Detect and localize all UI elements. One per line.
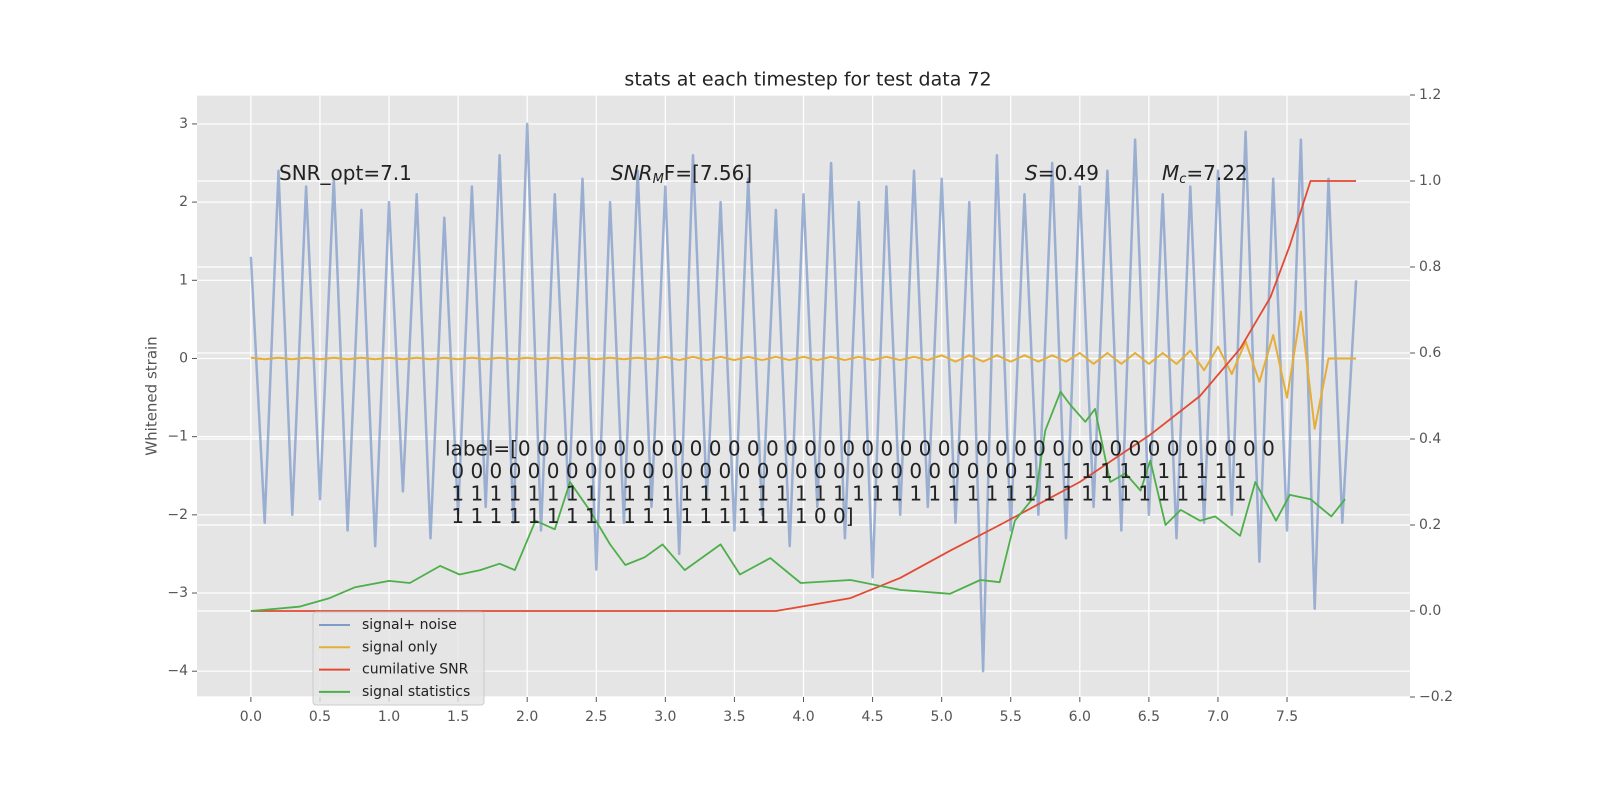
series-line	[250, 180, 1357, 612]
chart-title: stats at each timestep for test data 72	[624, 69, 991, 91]
x-tick-label: 5.0	[931, 709, 953, 725]
annotation: Mc=7.22	[1162, 161, 1248, 187]
y2-tick-label: 0.8	[1419, 259, 1441, 275]
x-tick-label: 1.5	[447, 709, 469, 725]
annotation-part: M	[653, 172, 664, 187]
annotation: SNR_opt=7.1	[279, 161, 412, 185]
x-tick-label: 3.0	[654, 709, 676, 725]
x-tick-label: 6.5	[1138, 709, 1160, 725]
label-annotation: label=[0 0 0 0 0 0 0 0 0 0 0 0 0 0 0 0 0…	[445, 437, 1275, 461]
y2-tick-label: 0.2	[1419, 517, 1441, 533]
x-tick-label: 5.5	[1000, 709, 1022, 725]
annotation-part: M	[1162, 161, 1179, 185]
x-tick-label: 2.5	[585, 709, 607, 725]
x-tick-label: 4.5	[861, 709, 883, 725]
y2-tick-label: 0.6	[1419, 345, 1441, 361]
x-tick-label: 2.0	[516, 709, 538, 725]
series-line	[250, 390, 1346, 612]
annotation-part: SNR	[611, 161, 653, 185]
annotation: SNRMF=[7.56]	[611, 161, 752, 187]
annotation-part: =0.49	[1038, 161, 1099, 185]
y-tick-label: 1	[179, 272, 188, 288]
y2-tick-label: 1.0	[1419, 173, 1441, 189]
x-tick-label: 3.5	[723, 709, 745, 725]
x-tick-label: 0.5	[309, 709, 331, 725]
legend: signal+ noise signal only cumilative SNR si…	[312, 611, 485, 706]
legend-frame	[312, 611, 485, 706]
legend-label: signal+ noise	[362, 617, 457, 633]
legend-label: signal only	[362, 639, 437, 655]
x-tick-label: 1.0	[378, 709, 400, 725]
legend-label: signal statistics	[362, 684, 470, 700]
x-tick-label: 7.5	[1276, 709, 1298, 725]
y2-tick-label: 0.0	[1419, 603, 1441, 619]
y-tick-label: 2	[179, 194, 188, 210]
x-tick-label: 4.0	[792, 709, 814, 725]
label-annotation: 0 0 0 0 0 0 0 0 0 0 0 0 0 0 0 0 0 0 0 0 …	[445, 459, 1246, 483]
annotation-part: =7.22	[1186, 161, 1247, 185]
x-tick-label: 0.0	[240, 709, 262, 725]
annotation: S=0.49	[1025, 161, 1099, 185]
annotation-part: SNR_opt=7.1	[279, 161, 412, 185]
y-tick-label: −4	[167, 663, 188, 679]
label-annotation: 1 1 1 1 1 1 1 1 1 1 1 1 1 1 1 1 1 1 1 1 …	[445, 482, 1246, 506]
y2-tick-label: 0.4	[1419, 431, 1441, 447]
annotation-part: F=[7.56]	[664, 161, 752, 185]
annotation-part: S	[1025, 161, 1038, 185]
y2-tick-label: −0.2	[1419, 689, 1453, 705]
y2-tick-label: 1.2	[1419, 87, 1441, 103]
series-line	[250, 310, 1357, 430]
y-tick-label: 3	[179, 116, 188, 132]
label-annotation: 1 1 1 1 1 1 1 1 1 1 1 1 1 1 1 1 1 1 1 0 …	[445, 504, 854, 528]
series-line	[249, 122, 1358, 673]
y-tick-label: −2	[167, 507, 188, 523]
legend-label: cumilative SNR	[362, 662, 469, 678]
y-tick-label: 0	[179, 350, 188, 366]
annotation-part: c	[1179, 172, 1186, 187]
x-tick-label: 7.0	[1207, 709, 1229, 725]
x-tick-label: 6.0	[1069, 709, 1091, 725]
y-tick-label: −1	[167, 429, 188, 445]
y-axis-label: Whitened strain	[143, 336, 161, 455]
y-tick-label: −3	[167, 585, 188, 601]
